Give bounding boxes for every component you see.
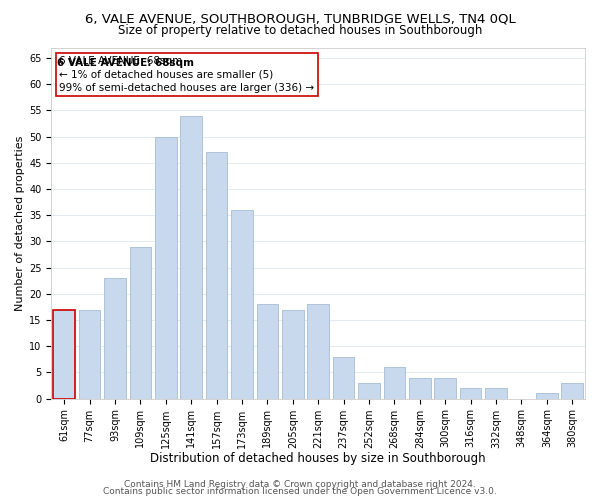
Text: Size of property relative to detached houses in Southborough: Size of property relative to detached ho… bbox=[118, 24, 482, 37]
Text: 6 VALE AVENUE: 68sqm
← 1% of detached houses are smaller (5)
99% of semi-detache: 6 VALE AVENUE: 68sqm ← 1% of detached ho… bbox=[59, 56, 314, 92]
Bar bbox=[257, 304, 278, 398]
Bar bbox=[562, 383, 583, 398]
Bar bbox=[155, 136, 176, 398]
Bar bbox=[104, 278, 126, 398]
Bar bbox=[181, 116, 202, 399]
Bar bbox=[460, 388, 481, 398]
Text: Contains public sector information licensed under the Open Government Licence v3: Contains public sector information licen… bbox=[103, 488, 497, 496]
Bar bbox=[409, 378, 431, 398]
Bar bbox=[383, 367, 405, 398]
Bar bbox=[333, 356, 355, 399]
Bar bbox=[358, 383, 380, 398]
Bar bbox=[79, 310, 100, 398]
Bar bbox=[307, 304, 329, 398]
Text: Contains HM Land Registry data © Crown copyright and database right 2024.: Contains HM Land Registry data © Crown c… bbox=[124, 480, 476, 489]
Text: 6, VALE AVENUE, SOUTHBOROUGH, TUNBRIDGE WELLS, TN4 0QL: 6, VALE AVENUE, SOUTHBOROUGH, TUNBRIDGE … bbox=[85, 12, 515, 26]
Bar bbox=[130, 246, 151, 398]
Bar bbox=[282, 310, 304, 398]
Bar bbox=[53, 310, 75, 398]
Text: 6 VALE AVENUE: 68sqm: 6 VALE AVENUE: 68sqm bbox=[57, 58, 194, 68]
Bar bbox=[206, 152, 227, 398]
Y-axis label: Number of detached properties: Number of detached properties bbox=[15, 136, 25, 310]
Text: 6 VALE AVENUE: 68sqm
← 1% of detached houses are smaller (5)
99% of semi-detache: 6 VALE AVENUE: 68sqm ← 1% of detached ho… bbox=[0, 499, 1, 500]
Bar bbox=[231, 210, 253, 398]
Bar bbox=[536, 394, 557, 398]
Bar bbox=[485, 388, 507, 398]
X-axis label: Distribution of detached houses by size in Southborough: Distribution of detached houses by size … bbox=[151, 452, 486, 465]
Bar bbox=[434, 378, 456, 398]
